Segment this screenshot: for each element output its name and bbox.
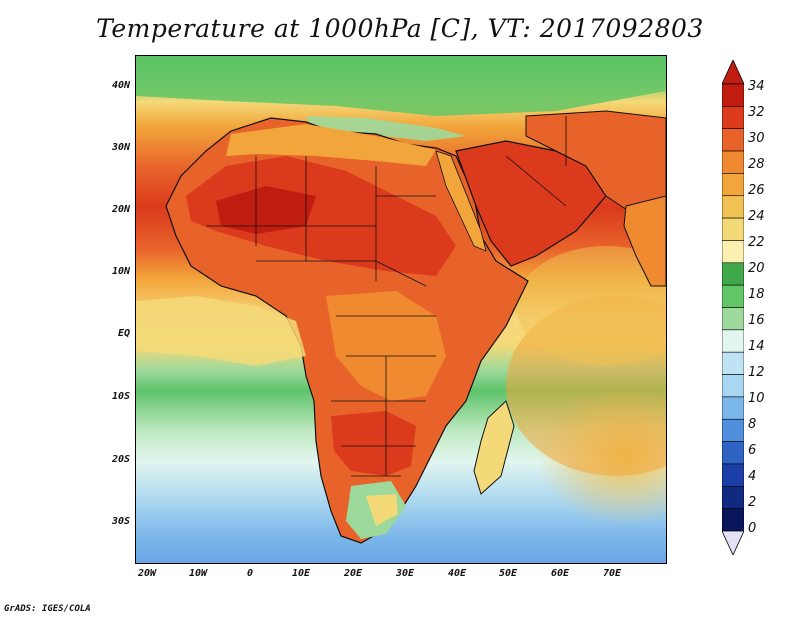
colorbar-label-12: 12: [748, 365, 765, 380]
colorbar-segment: [722, 441, 744, 465]
colorbar-label-10: 10: [748, 391, 765, 406]
lat-label-20s: 20S: [111, 454, 130, 465]
colorbar-segment: [722, 396, 744, 420]
arabian-peninsula: [455, 140, 607, 267]
colorbar-label-20: 20: [748, 261, 765, 276]
colorbar-segment: [722, 508, 744, 532]
colorbar-label-18: 18: [748, 287, 765, 302]
colorbar-label-8: 8: [748, 417, 757, 432]
colorbar-segment: [722, 307, 744, 331]
red-sea: [435, 150, 487, 252]
madagascar: [473, 400, 515, 495]
southern-africa-hot: [331, 411, 416, 476]
colorbar-segment: [722, 463, 744, 487]
colorbar-segment: [722, 351, 744, 375]
africa-temperature-map: [136, 56, 666, 544]
colorbar-label-16: 16: [748, 313, 765, 328]
colorbar-arrow-top: [722, 60, 744, 85]
central-africa-warm: [326, 291, 446, 401]
colorbar-segment: [722, 329, 744, 353]
colorbar-label-24: 24: [748, 209, 765, 224]
colorbar-segment: [722, 195, 744, 219]
colorbar-label-14: 14: [748, 339, 765, 354]
temperature-colorbar: [722, 60, 744, 555]
colorbar-label-0: 0: [748, 521, 757, 536]
sahara-hot-core: [186, 156, 456, 276]
lon-label-50e: 50E: [498, 568, 518, 579]
colorbar-label-32: 32: [748, 105, 765, 120]
lon-label-20w: 20W: [137, 568, 157, 579]
colorbar-segment: [722, 173, 744, 197]
colorbar-segment: [722, 485, 744, 509]
colorbar-label-28: 28: [748, 157, 765, 172]
colorbar-label-30: 30: [748, 131, 765, 146]
indian-ocean-mid-region: [516, 246, 666, 366]
colorbar-segment: [722, 262, 744, 286]
map-plot-area: [135, 55, 667, 564]
colorbar-segment: [722, 106, 744, 129]
india-subcontinent: [623, 195, 666, 287]
country-borders: [206, 116, 567, 477]
gulf-of-guinea-coast: [136, 296, 306, 366]
mediterranean-sea: [306, 116, 466, 141]
lat-label-40n: 40N: [111, 80, 130, 91]
lat-label-10n: 10N: [111, 266, 130, 277]
colorbar-label-34: 34: [748, 79, 765, 94]
colorbar-segment: [722, 217, 744, 241]
chart-title: Temperature at 1000hPa [C], VT: 20170928…: [96, 14, 704, 43]
colorbar-segment: [722, 374, 744, 398]
colorbar-segment: [722, 150, 744, 174]
lat-label-30s: 30S: [111, 516, 130, 527]
north-africa-coast-cooler: [226, 124, 436, 166]
lon-label-40e: 40E: [447, 568, 467, 579]
colorbar-segment: [722, 418, 744, 442]
colorbar-segment: [722, 83, 744, 107]
lat-label-eq: EQ: [117, 328, 130, 339]
colorbar-label-22: 22: [748, 235, 765, 250]
colorbar-segment: [722, 128, 744, 152]
colorbar-segment: [722, 240, 744, 264]
iran-region: [525, 110, 666, 217]
lon-label-30e: 30E: [395, 568, 415, 579]
colorbar-arrow-bottom: [722, 530, 744, 555]
lon-label-20e: 20E: [343, 568, 363, 579]
colorbar-label-26: 26: [748, 183, 765, 198]
colorbar-label-4: 4: [748, 469, 757, 484]
sahara-hottest: [216, 186, 316, 234]
lon-label-0: 0: [246, 568, 254, 579]
colorbar-label-2: 2: [748, 495, 757, 510]
lon-label-60e: 60E: [550, 568, 570, 579]
europe-cool-band: [136, 56, 666, 116]
lon-label-10w: 10W: [188, 568, 208, 579]
grads-credit: GrADS: IGES/COLA: [4, 604, 91, 614]
lon-label-70e: 70E: [602, 568, 622, 579]
colorbar-label-6: 6: [748, 443, 757, 458]
lon-label-10e: 10E: [291, 568, 311, 579]
colorbar-segment: [722, 284, 744, 308]
lat-label-10s: 10S: [111, 391, 130, 402]
lat-label-30n: 30N: [111, 142, 130, 153]
south-africa-mild: [366, 494, 398, 526]
lat-label-20n: 20N: [111, 204, 130, 215]
